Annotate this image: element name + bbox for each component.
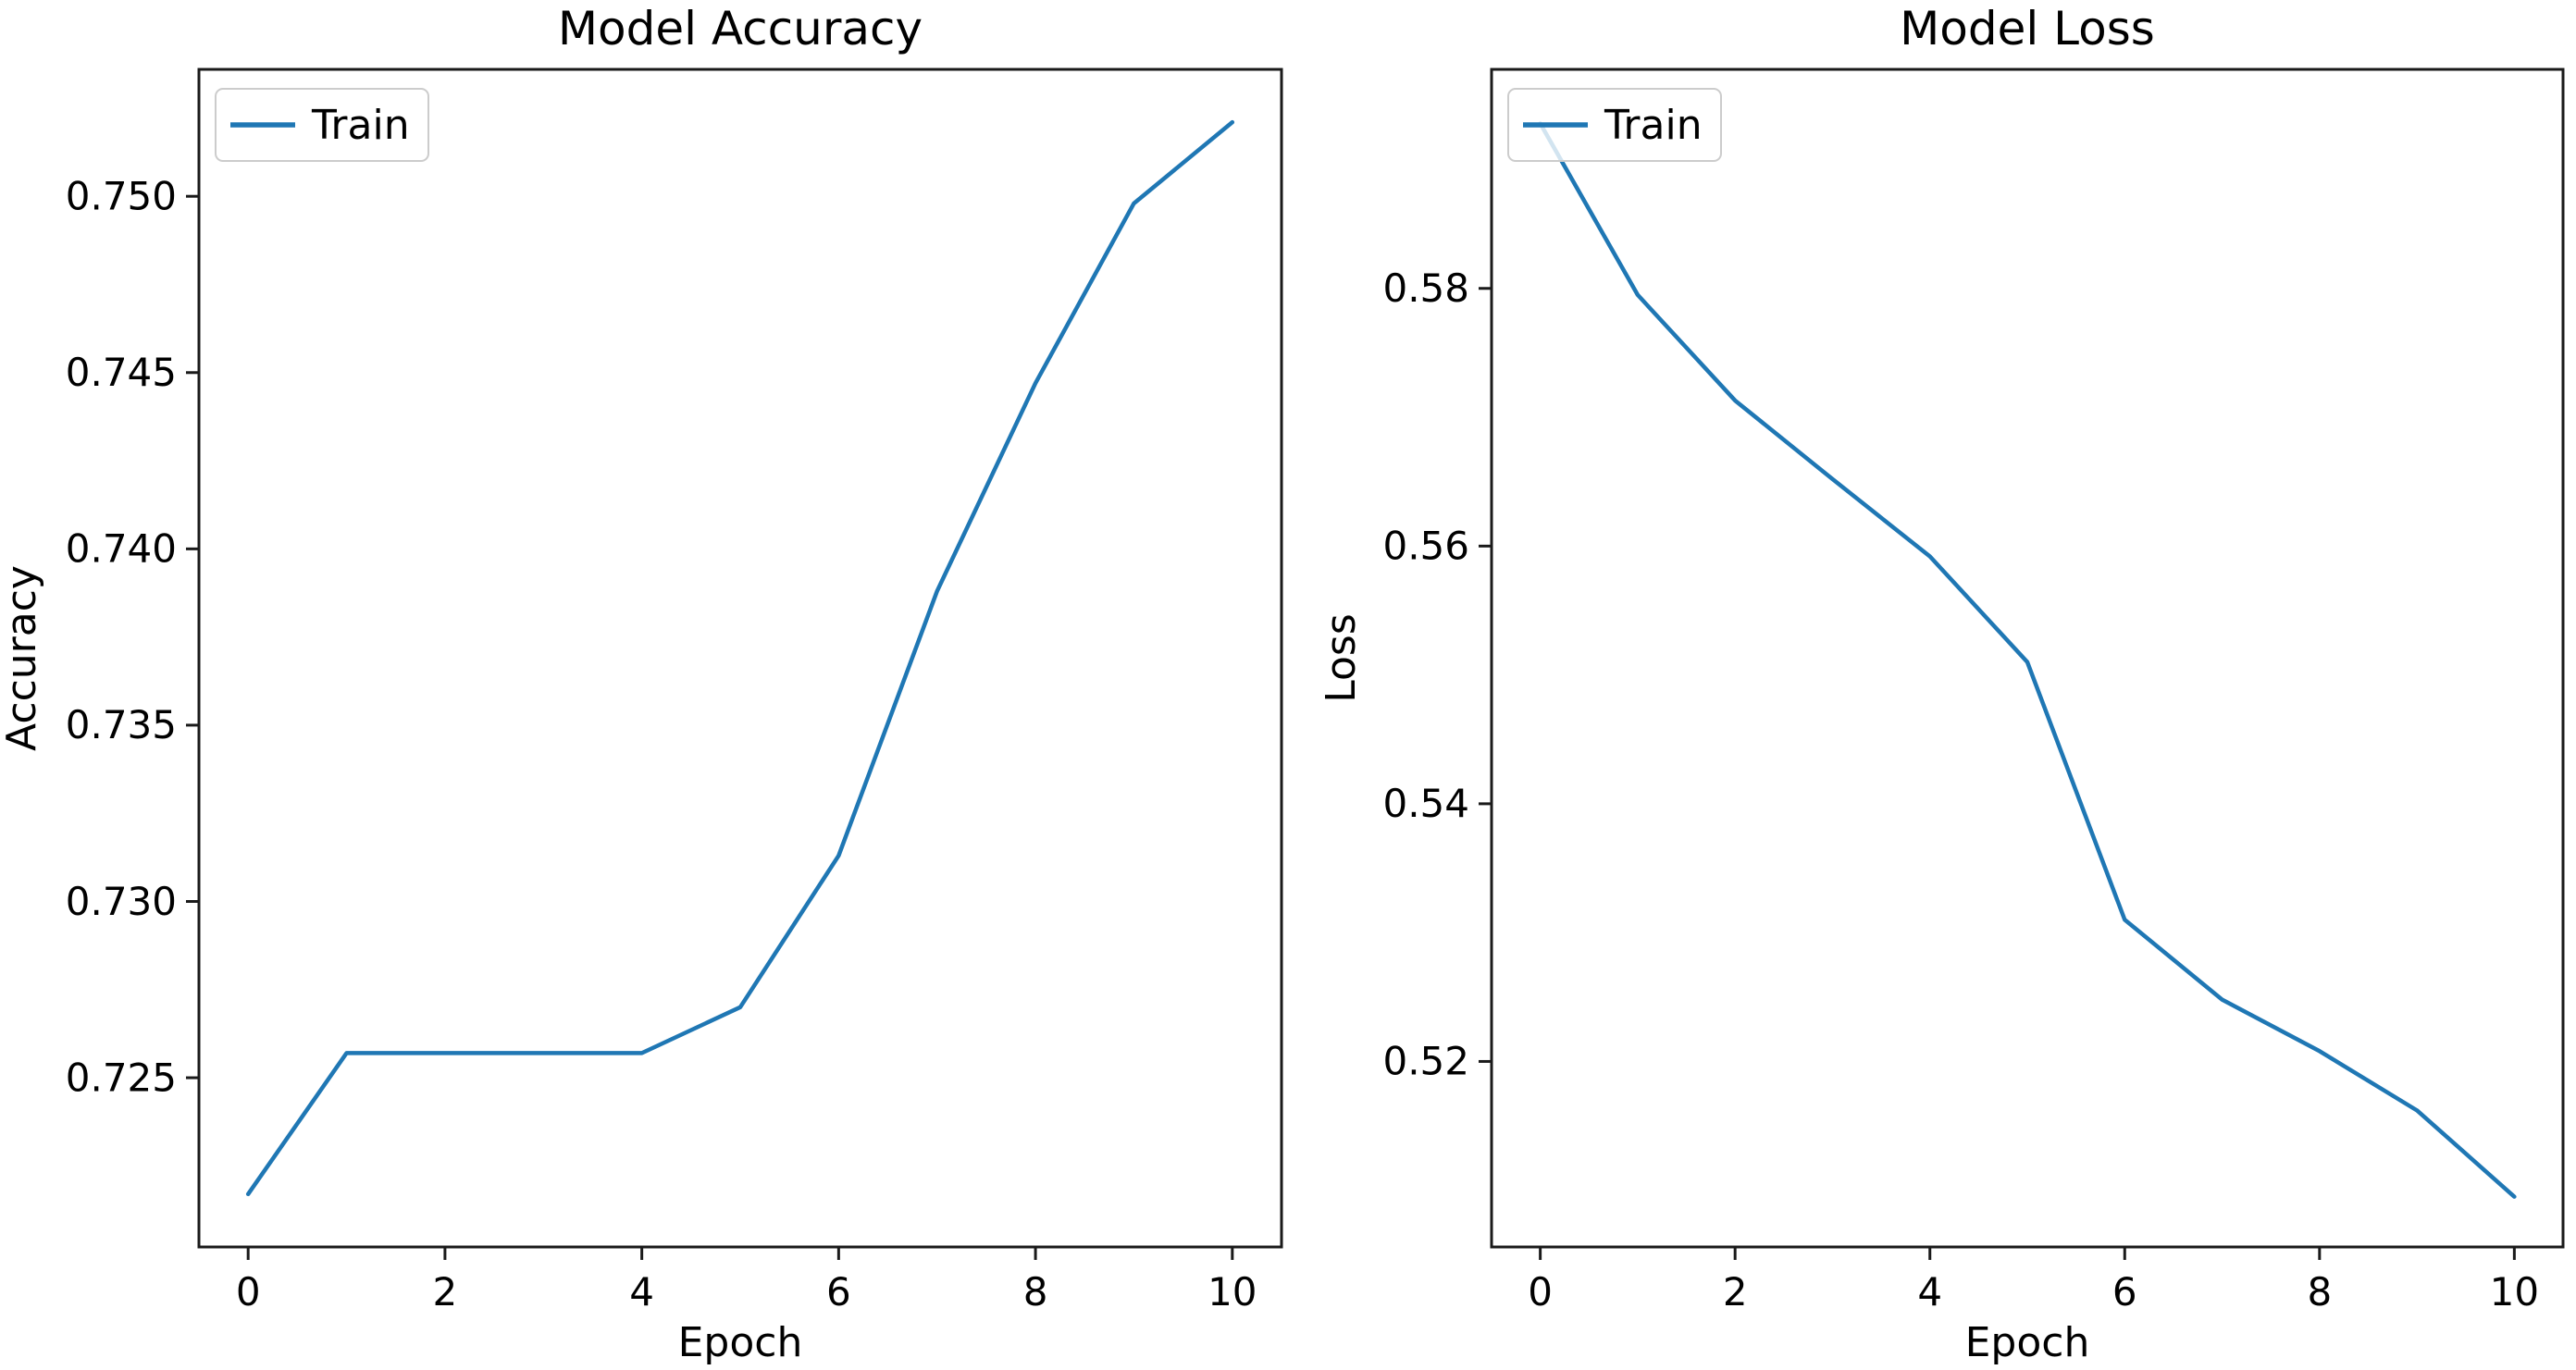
axes-frame <box>1490 68 2565 1249</box>
train-line <box>1538 121 2517 1199</box>
legend-box <box>1507 88 1722 162</box>
x-tick-label: 6 <box>826 1269 851 1314</box>
legend-box <box>215 88 429 162</box>
x-tick-label: 2 <box>1723 1269 1748 1314</box>
x-tick-label: 8 <box>1023 1269 1048 1314</box>
y-tick-label: 0.725 <box>66 1055 177 1100</box>
axes-frame <box>197 68 1283 1249</box>
accuracy-chart-svg: Model Accuracy 0 2 4 6 8 10 0.725 0.730 0.735 0.74… <box>0 2 1283 1366</box>
legend-label: Train <box>311 102 410 149</box>
y-tick-label: 0.745 <box>66 350 177 395</box>
y-axis: 0.725 0.730 0.735 0.740 0.745 0.750 <box>66 173 199 1100</box>
y-tick-label: 0.740 <box>66 526 177 572</box>
x-tick-label: 4 <box>629 1269 654 1314</box>
x-tick-label: 4 <box>1917 1269 1942 1314</box>
legend-label: Train <box>1604 102 1703 149</box>
train-line <box>245 119 1235 1197</box>
x-tick-label: 0 <box>1528 1269 1553 1314</box>
y-tick-label: 0.52 <box>1382 1039 1469 1084</box>
y-tick-label: 0.58 <box>1382 265 1469 311</box>
y-tick-label: 0.735 <box>66 702 177 747</box>
y-tick-label: 0.730 <box>66 879 177 924</box>
x-tick-label: 10 <box>1208 1269 1257 1314</box>
accuracy-chart: Model Accuracy 0 2 4 6 8 10 0.725 0.730 0.735 0.74… <box>0 2 1283 1366</box>
y-axis-label: Loss <box>1318 613 1365 703</box>
legend: Train <box>215 88 429 162</box>
chart-title: Model Accuracy <box>558 2 923 56</box>
y-tick-label: 0.750 <box>66 173 177 218</box>
y-axis-label: Accuracy <box>0 565 45 751</box>
y-axis: 0.52 0.54 0.56 0.58 <box>1382 265 1492 1084</box>
x-tick-label: 10 <box>2490 1269 2539 1314</box>
x-tick-label: 8 <box>2307 1269 2332 1314</box>
loss-chart: Model Loss 0 2 4 6 8 10 0.52 0.54 0.56 0.58 Epoch Lo… <box>1288 0 2576 1370</box>
y-tick-label: 0.54 <box>1382 781 1469 826</box>
y-tick-label: 0.56 <box>1382 524 1469 569</box>
x-axis: 0 2 4 6 8 10 <box>1528 1247 2539 1314</box>
legend: Train <box>1507 88 1722 162</box>
x-axis-label: Epoch <box>678 1319 803 1366</box>
x-tick-label: 0 <box>236 1269 261 1314</box>
chart-title: Model Loss <box>1900 2 2155 56</box>
x-axis-label: Epoch <box>1965 1319 2090 1366</box>
x-tick-label: 2 <box>433 1269 458 1314</box>
loss-chart-svg: Model Loss 0 2 4 6 8 10 0.52 0.54 0.56 0.58 Epoch Lo… <box>1318 2 2565 1366</box>
x-tick-label: 6 <box>2112 1269 2137 1314</box>
x-axis: 0 2 4 6 8 10 <box>236 1247 1257 1314</box>
